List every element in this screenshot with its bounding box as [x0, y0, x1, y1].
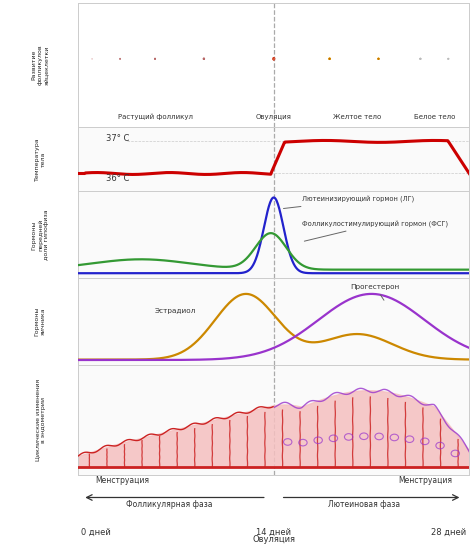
Text: Овуляция: Овуляция [252, 535, 295, 544]
Text: 37° C: 37° C [106, 135, 129, 143]
Text: Гормоны
яичника: Гормоны яичника [35, 307, 46, 337]
Ellipse shape [203, 58, 204, 59]
Text: Лютеиновая фаза: Лютеиновая фаза [328, 500, 401, 509]
Text: 28 дней: 28 дней [431, 528, 466, 537]
Text: Желтое тело: Желтое тело [333, 114, 382, 120]
Text: Лютеинизирующий гормон (ЛГ): Лютеинизирующий гормон (ЛГ) [283, 197, 414, 209]
Ellipse shape [329, 58, 330, 59]
Text: Овуляция: Овуляция [256, 114, 292, 120]
Text: Растущий фолликул: Растущий фолликул [118, 113, 192, 120]
Text: Развитие
фолликулов
яйцеклетки: Развитие фолликулов яйцеклетки [32, 44, 49, 85]
Ellipse shape [378, 58, 379, 59]
Text: 14 дней: 14 дней [256, 528, 291, 537]
Text: Температура
тела: Температура тела [35, 138, 46, 181]
Text: Менструация: Менструация [399, 476, 453, 485]
Text: Белое тело: Белое тело [414, 114, 455, 120]
Text: Менструация: Менструация [95, 476, 149, 485]
Text: Циклические изменения
в эндометрии: Циклические изменения в эндометрии [35, 379, 46, 461]
Text: Прогестерон: Прогестерон [351, 284, 400, 300]
Text: 0 дней: 0 дней [81, 528, 111, 537]
Ellipse shape [203, 58, 204, 59]
Ellipse shape [273, 58, 274, 59]
Text: Фолликулярная фаза: Фолликулярная фаза [126, 500, 212, 509]
Text: Эстрадиол: Эстрадиол [155, 308, 196, 314]
Text: 36° C: 36° C [106, 174, 129, 183]
Text: Гормоны
передней
доли гипофиза: Гормоны передней доли гипофиза [31, 210, 49, 260]
Text: Фолликулостимулирующий гормон (ФСГ): Фолликулостимулирующий гормон (ФСГ) [301, 221, 448, 241]
